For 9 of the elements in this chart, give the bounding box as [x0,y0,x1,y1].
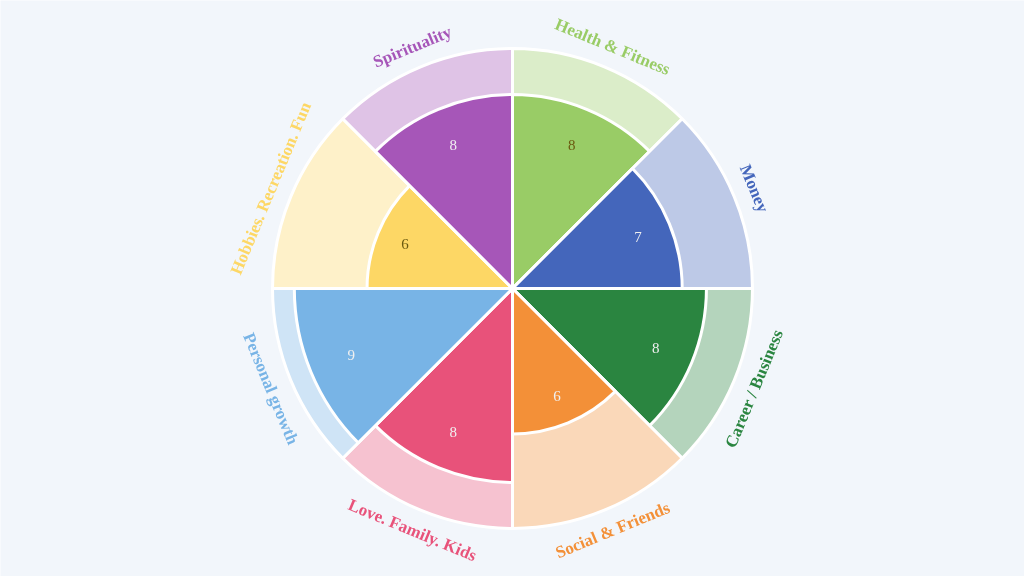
data-label: 8 [568,137,576,154]
data-label: 7 [634,228,643,245]
data-label: 8 [449,423,457,440]
data-label: 6 [553,388,562,405]
data-label: 8 [449,137,457,154]
data-label: 8 [652,339,660,356]
category-label: Money [735,161,773,216]
data-label: 9 [347,347,355,364]
data-label: 6 [401,235,410,252]
